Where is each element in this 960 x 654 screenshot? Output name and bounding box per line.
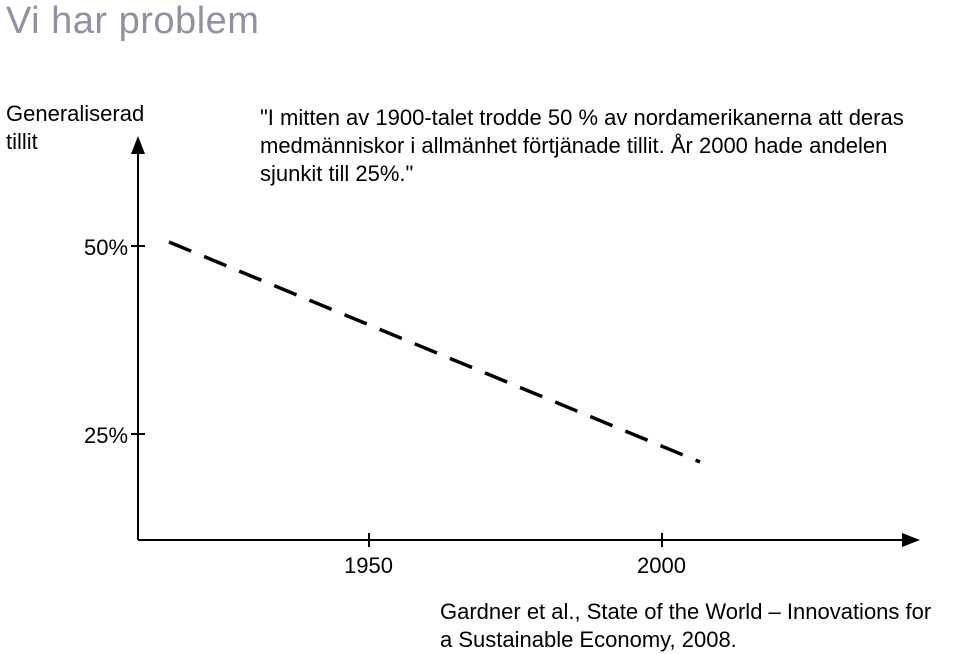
trend-line xyxy=(169,242,700,462)
y-axis-arrow xyxy=(131,136,145,154)
citation-text: Gardner et al., State of the World – Inn… xyxy=(440,598,940,654)
x-axis-arrow xyxy=(902,533,920,547)
x-tick-label-1950: 1950 xyxy=(344,553,393,579)
x-tick-label-2000: 2000 xyxy=(637,553,686,579)
chart-svg xyxy=(0,40,960,600)
chart-area: Generaliserad tillit "I mitten av 1900-t… xyxy=(0,40,960,640)
y-tick-label-50: 50% xyxy=(84,235,128,261)
slide-title: Vi har problem xyxy=(6,0,259,43)
y-tick-label-25: 25% xyxy=(84,423,128,449)
